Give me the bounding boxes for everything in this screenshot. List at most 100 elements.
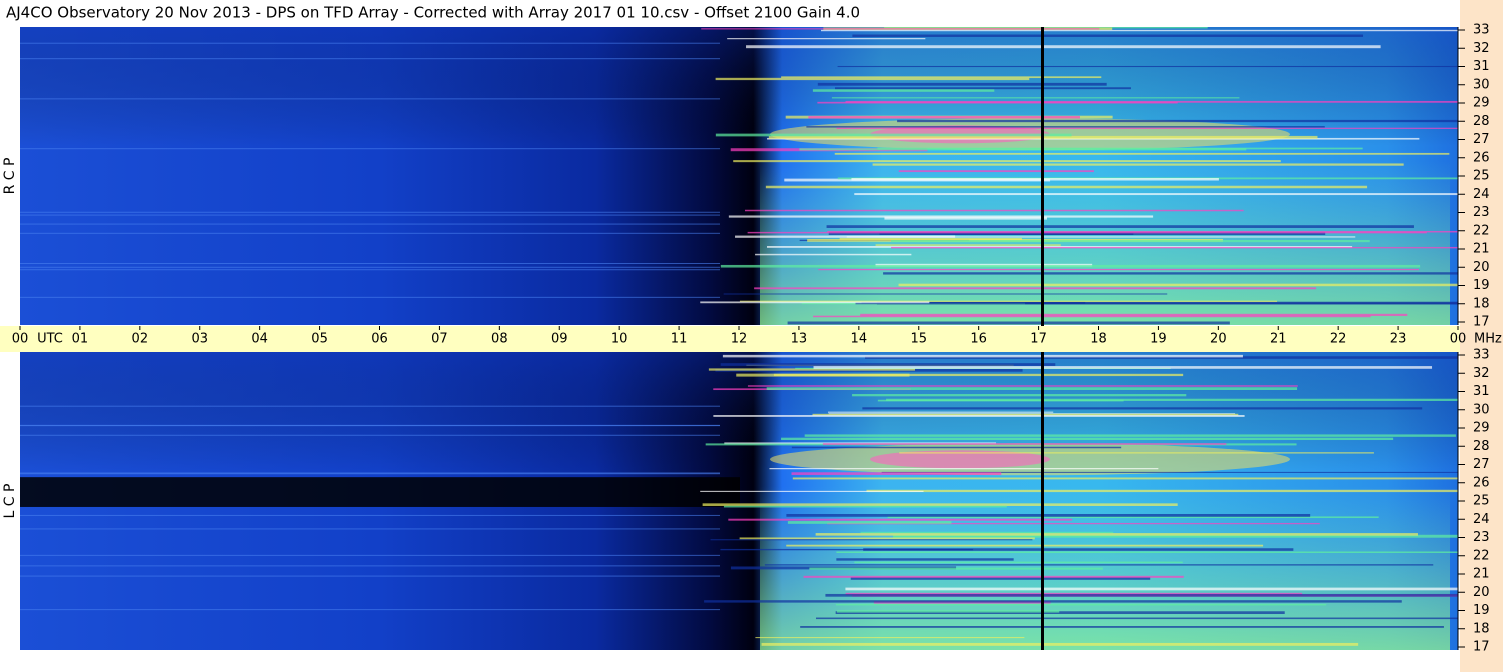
heatmap-stripe — [728, 518, 1073, 521]
heatmap-line — [20, 554, 720, 556]
freq-tick-label: 24 — [1473, 512, 1490, 527]
heatmap-stripe — [860, 531, 1114, 533]
heatmap-stripe — [735, 235, 956, 238]
heatmap-stripe — [875, 244, 1061, 246]
heatmap-stripe — [836, 127, 1458, 129]
time-tick-label: 04 — [251, 332, 268, 347]
freq-tick-label: 24 — [1473, 187, 1490, 202]
heatmap-stripe — [800, 626, 1444, 628]
heatmap-stripe — [761, 642, 1359, 646]
heatmap-stripe — [879, 233, 1134, 235]
time-tick-label: 00 — [12, 332, 29, 347]
time-tick-label: 06 — [371, 332, 388, 347]
time-tick-label: 22 — [1330, 332, 1347, 347]
freq-tick-label: 21 — [1473, 242, 1490, 257]
heatmap-stripe — [817, 82, 1107, 86]
freq-tick-label: 21 — [1473, 567, 1490, 582]
heatmap-line — [20, 528, 720, 530]
heatmap-stripe — [821, 29, 1458, 32]
heatmap-stripe — [744, 209, 1244, 212]
heatmap-stripe — [769, 468, 1159, 470]
heatmap-line — [20, 405, 720, 407]
heatmap-stripe — [827, 411, 1054, 413]
heatmap-stripe — [898, 283, 1458, 287]
freq-tick-label: 33 — [1473, 23, 1490, 38]
heatmap-stripe — [708, 368, 915, 371]
time-tick-label: 00 — [1450, 332, 1467, 347]
heatmap-line — [20, 472, 720, 474]
heatmap-stripe — [755, 253, 912, 256]
heatmap-stripe — [715, 77, 1030, 81]
heatmap-stripe — [722, 354, 1243, 358]
freq-tick-label: 32 — [1473, 366, 1490, 381]
heatmap-stripe — [720, 264, 1421, 268]
heatmap-line — [20, 58, 720, 60]
heatmap-stripe — [845, 587, 1458, 591]
time-tick-label: 23 — [1390, 332, 1407, 347]
heatmap-stripe — [733, 160, 1281, 163]
heatmap-stripe — [808, 116, 1080, 119]
heatmap-stripe — [804, 434, 1456, 437]
time-tick-label: 07 — [431, 332, 448, 347]
heatmap-stripe — [715, 133, 1072, 137]
panel-label: L C P — [2, 484, 18, 519]
freq-axis-strip — [1460, 0, 1503, 672]
heatmap-stripe — [815, 617, 1458, 620]
heatmap-stripe — [891, 240, 1370, 243]
heatmap-stripe — [836, 610, 1060, 613]
time-tick-label: 16 — [970, 332, 987, 347]
freq-tick-label: 23 — [1473, 530, 1490, 545]
heatmap-stripe — [835, 604, 1327, 606]
heatmap-stripe — [791, 446, 1122, 449]
heatmap-stripe — [700, 301, 930, 304]
heatmap-line — [20, 98, 720, 100]
heatmap-stripe — [863, 548, 1294, 551]
heatmap-stripe — [831, 97, 1240, 99]
freq-tick-label: 17 — [1473, 315, 1490, 330]
heatmap-stripe — [862, 407, 1423, 410]
heatmap-stripe — [766, 387, 1298, 391]
freq-tick-label: 17 — [1473, 640, 1490, 655]
heatmap-stripe — [755, 637, 1025, 639]
heatmap-stripe — [835, 611, 1285, 615]
heatmap-stripe — [836, 551, 1458, 554]
heatmap-stripe — [866, 489, 1458, 493]
heatmap-stripe — [765, 185, 1368, 189]
heatmap-stripe — [826, 225, 1414, 228]
heatmap-stripe — [720, 363, 1056, 366]
time-unit: UTC — [37, 332, 63, 347]
heatmap-stripe — [747, 231, 1427, 234]
heatmap-stripe — [852, 394, 1187, 397]
heatmap-line — [20, 565, 720, 567]
freq-tick-label: 28 — [1473, 439, 1490, 454]
heatmap-line — [20, 232, 720, 234]
freq-tick-label: 26 — [1473, 150, 1490, 165]
heatmap-line — [20, 42, 720, 44]
freq-tick-label: 22 — [1473, 223, 1490, 238]
heatmap-stripe — [781, 76, 1102, 79]
heatmap-stripe — [792, 477, 1458, 480]
heatmap-line — [20, 214, 720, 216]
heatmap-stripe — [723, 505, 1007, 508]
heatmap-stripe — [855, 302, 1458, 305]
heatmap-stripe — [710, 539, 1033, 541]
heatmap-stripe — [736, 373, 910, 377]
heatmap-stripe — [809, 567, 1103, 570]
heatmap-stripe — [746, 45, 1381, 49]
heatmap-stripe — [893, 534, 1458, 538]
time-tick-label: 11 — [671, 332, 688, 347]
freq-tick-label: 25 — [1473, 494, 1490, 509]
heatmap-line — [20, 434, 720, 436]
heatmap-stripe — [791, 472, 1002, 475]
heatmap-stripe — [813, 315, 1371, 318]
heatmap-stripe — [854, 193, 1458, 196]
time-tick-label: 18 — [1090, 332, 1107, 347]
heatmap-stripe — [739, 537, 1035, 540]
heatmap-stripe — [781, 437, 1394, 441]
freq-tick-label: 26 — [1473, 475, 1490, 490]
heatmap-stripe — [812, 413, 1239, 416]
time-tick-label: 14 — [851, 332, 868, 347]
heatmap-line — [20, 514, 720, 516]
heatmap-stripe — [872, 163, 1404, 166]
